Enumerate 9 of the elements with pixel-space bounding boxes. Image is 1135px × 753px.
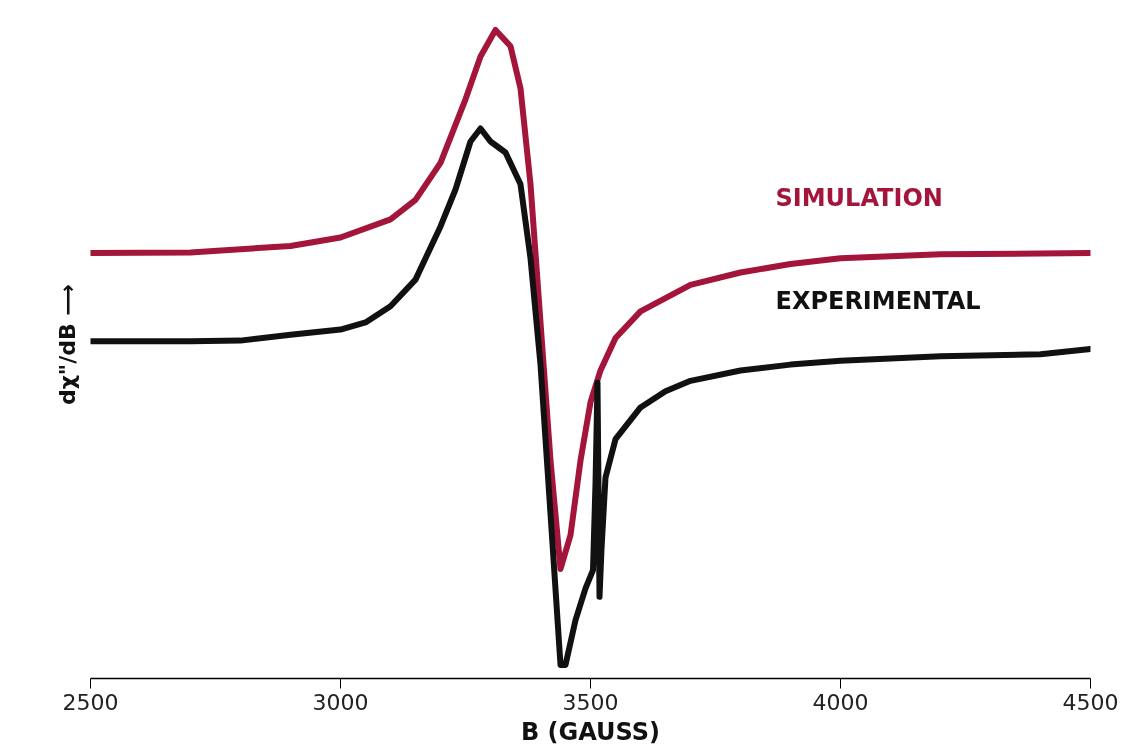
x-tick-label: 3500 [562,689,619,715]
x-tick-label: 4500 [1062,689,1119,715]
series-label: EXPERIMENTAL [775,286,981,315]
x-axis-title: B (GAUSS) [520,717,661,746]
x-tick-label: 3000 [312,689,369,715]
y-axis-title: dχ"/dB ⟶ [54,283,80,406]
series-label: SIMULATION [775,184,943,213]
x-tick-label: 4000 [812,689,869,715]
x-tick-label: 2500 [62,689,119,715]
